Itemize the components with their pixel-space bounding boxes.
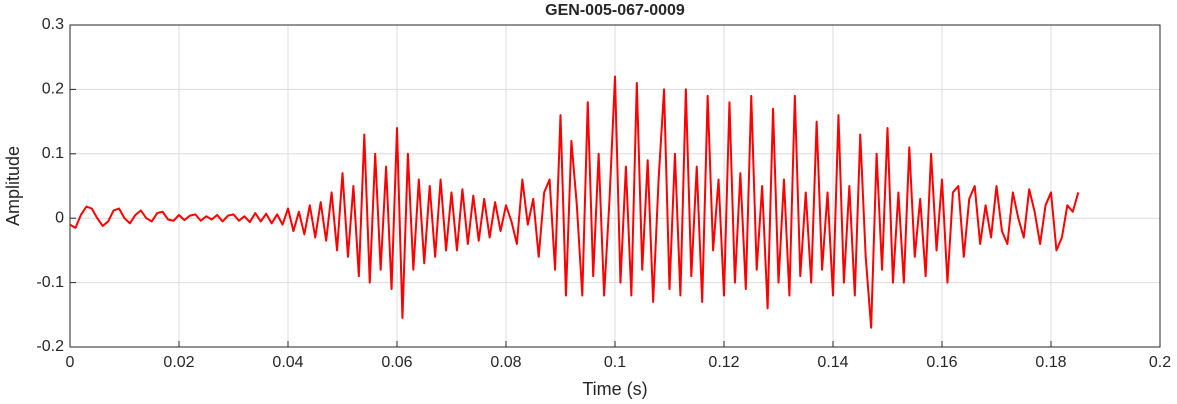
x-tick-label: 0	[66, 354, 75, 371]
y-tick-label: 0.1	[42, 145, 64, 162]
y-axis-label: Amplitude	[3, 146, 23, 226]
x-tick-label: 0.16	[926, 354, 957, 371]
x-tick-label: 0.2	[1149, 354, 1171, 371]
x-tick-label: 0.14	[817, 354, 848, 371]
x-tick-label: 0.08	[490, 354, 521, 371]
y-tick-label: 0.2	[42, 81, 64, 98]
x-tick-label: 0.04	[272, 354, 303, 371]
y-tick-label: -0.2	[36, 338, 64, 355]
plot-box	[69, 24, 1161, 348]
waveform-line	[69, 75, 1080, 329]
x-tick-label: 0.02	[163, 354, 194, 371]
x-tick-label: 0.1	[604, 354, 626, 371]
x-tick-label: 0.06	[381, 354, 412, 371]
y-tick-label: -0.1	[36, 274, 64, 291]
y-tick-label: 0	[55, 209, 64, 226]
chart-title: GEN-005-067-0009	[545, 2, 685, 19]
x-tick-label: 0.18	[1035, 354, 1066, 371]
x-axis-label: Time (s)	[582, 379, 647, 399]
y-tick-label: 0.3	[42, 16, 64, 33]
x-tick-label: 0.12	[708, 354, 739, 371]
